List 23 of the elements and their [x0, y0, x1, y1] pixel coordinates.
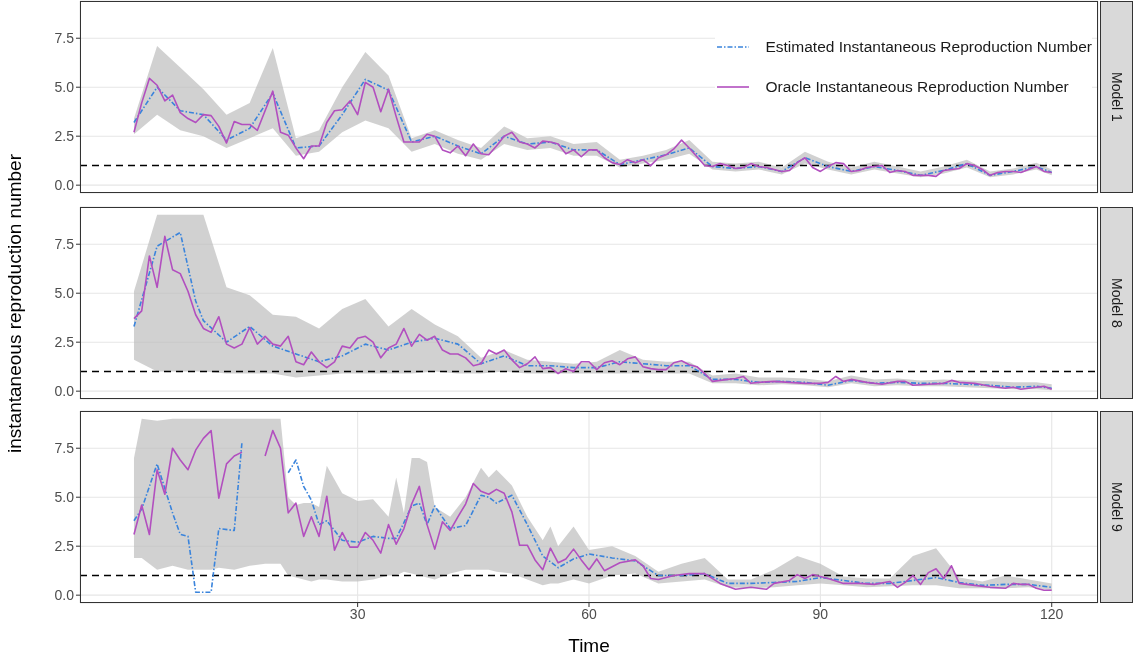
legend-label: Oracle Instantaneous Reproduction Number — [765, 78, 1069, 96]
y-tick-label: 7.5 — [54, 236, 75, 253]
y-tick-label: 2.5 — [54, 538, 75, 555]
legend-label: Estimated Instantaneous Reproduction Number — [765, 38, 1092, 56]
y-tick-label: 2.5 — [54, 128, 75, 145]
x-tick-label: 90 — [812, 605, 829, 622]
y-tick-label: 0.0 — [54, 587, 75, 604]
y-tick-label: 7.5 — [54, 440, 75, 457]
x-axis-title: Time — [567, 635, 611, 657]
y-axis-title: instantaneous reproduction number — [4, 153, 26, 453]
y-tick-label: 7.5 — [54, 30, 75, 47]
x-tick-label: 30 — [349, 605, 366, 622]
y-tick-label: 5.0 — [54, 79, 75, 96]
y-tick-label: 2.5 — [54, 334, 75, 351]
y-tick-label: 0.0 — [54, 177, 75, 194]
text: Model 9 — [1109, 482, 1125, 533]
text: Model 8 — [1109, 278, 1125, 329]
y-tick-label: 5.0 — [54, 285, 75, 302]
x-tick-label: 120 — [1040, 605, 1064, 622]
y-tick-label: 5.0 — [54, 489, 75, 506]
text: Model 1 — [1109, 72, 1125, 123]
y-tick-label: 0.0 — [54, 383, 75, 400]
x-tick-label: 60 — [581, 605, 597, 622]
